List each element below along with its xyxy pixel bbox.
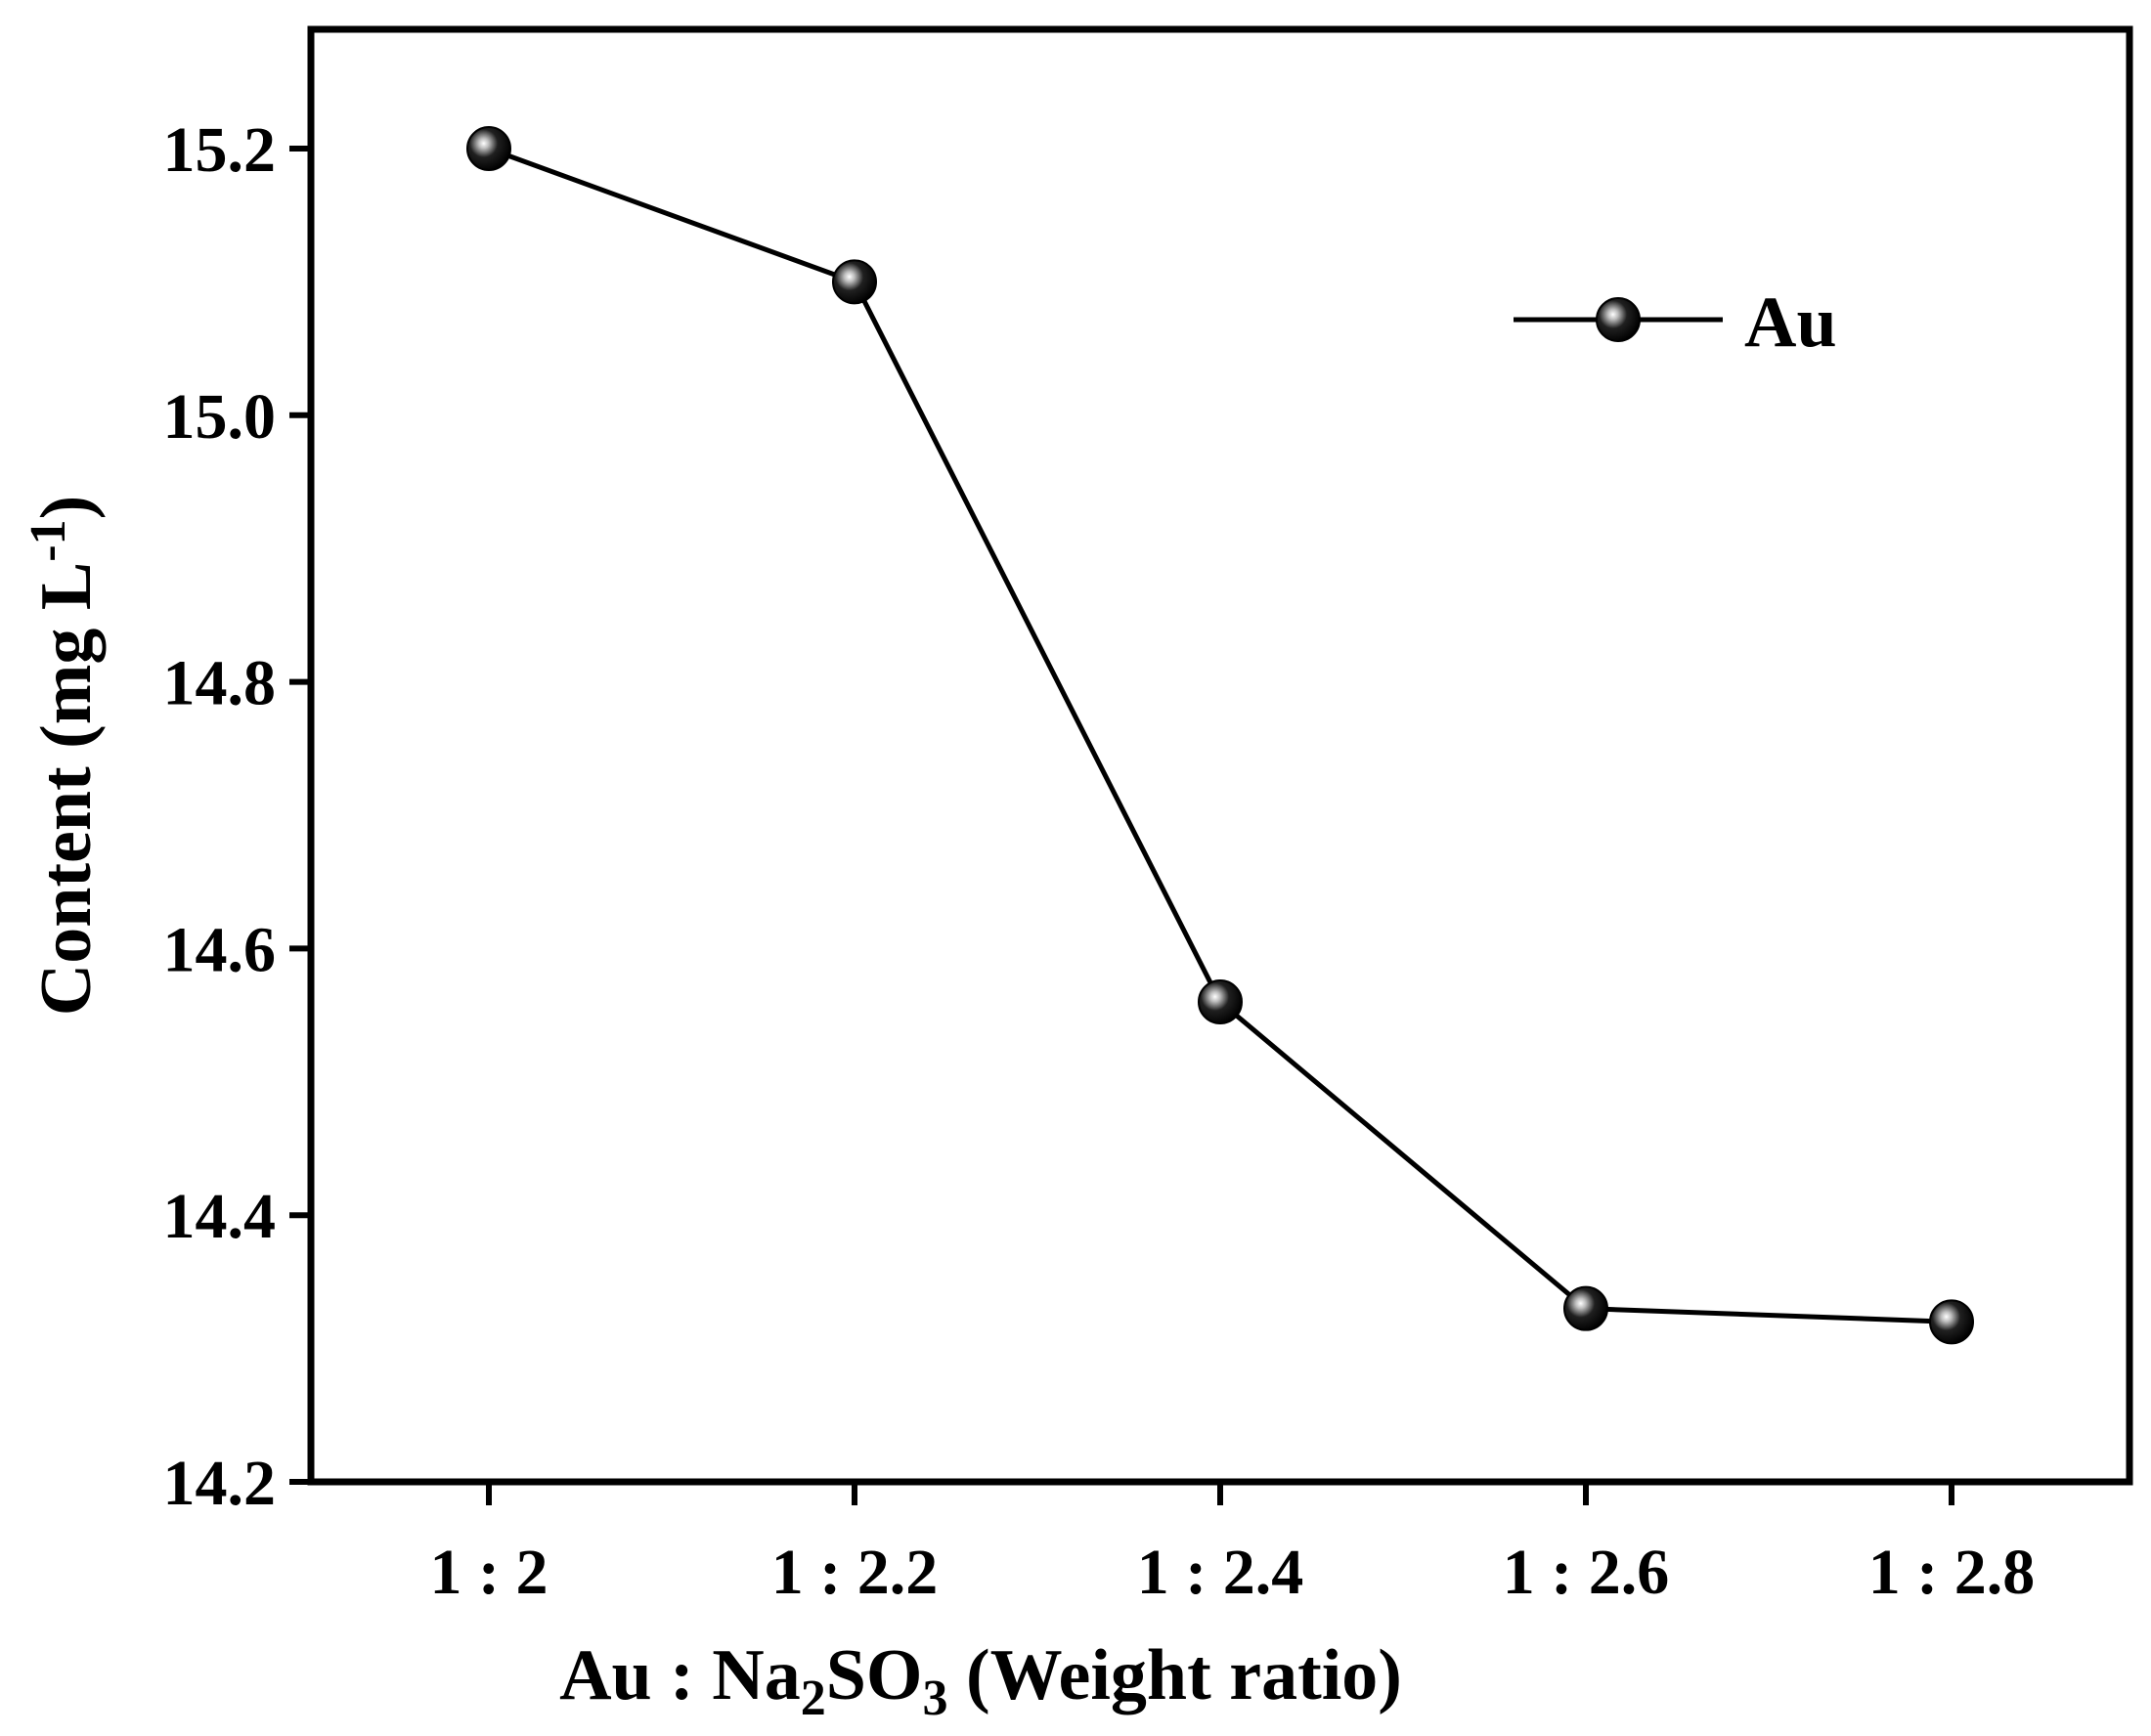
legend-marker (1596, 297, 1641, 342)
data-point (1198, 978, 1243, 1024)
x-tick-label: 1 : 2 (430, 1537, 549, 1608)
y-tick-label: 14.6 (163, 914, 277, 985)
y-tick-label: 14.4 (163, 1181, 277, 1252)
y-tick-label: 14.2 (163, 1448, 277, 1519)
y-axis-title: Content (mg L-1) (21, 496, 107, 1017)
data-point (1929, 1299, 1974, 1345)
series-line (488, 146, 1953, 1324)
x-tick-label: 1 : 2.6 (1503, 1537, 1669, 1608)
data-point (832, 259, 877, 305)
legend-label: Au (1744, 282, 1837, 363)
series-layer (466, 126, 1974, 1345)
y-axis: 14.2 14.4 14.6 14.8 15.0 15.2 (163, 114, 311, 1519)
x-tick-label: 1 : 2.2 (771, 1537, 938, 1608)
y-tick-label: 14.8 (163, 648, 277, 719)
data-point (466, 126, 511, 171)
data-point (1563, 1285, 1608, 1331)
y-tick-label: 15.2 (163, 114, 277, 186)
x-tick-label: 1 : 2.4 (1137, 1537, 1303, 1608)
x-axis-title: Au : Na2SO3 (Weight ratio) (559, 1635, 1402, 1726)
x-tick-label: 1 : 2.8 (1868, 1537, 2035, 1608)
x-axis: 1 : 2 1 : 2.2 1 : 2.4 1 : 2.6 1 : 2.8 (430, 1482, 2035, 1608)
plot-frame (307, 25, 2133, 1486)
legend: Au (1514, 282, 1837, 363)
y-tick-label: 15.0 (163, 381, 277, 453)
